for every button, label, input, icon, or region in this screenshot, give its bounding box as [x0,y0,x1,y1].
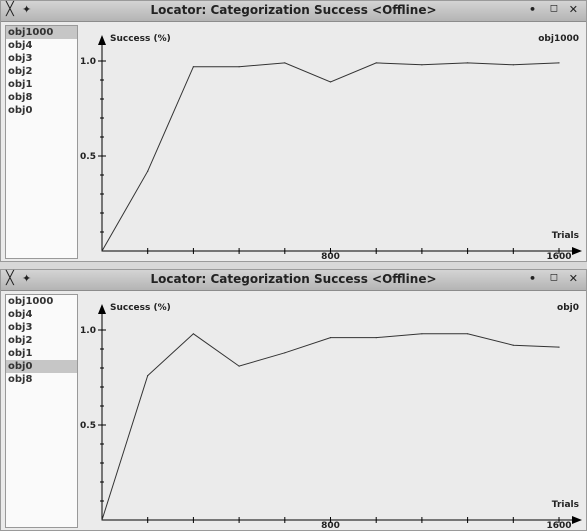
data-point [147,170,149,172]
close-icon[interactable]: ✕ [568,272,578,285]
list-item[interactable]: obj1000 [8,296,54,307]
data-point [192,333,194,335]
window-titlebar[interactable]: ╳ ✦ Locator: Categorization Success <Off… [1,1,586,22]
window-title: Locator: Categorization Success <Offline… [150,3,437,17]
list-item[interactable]: obj1000 [6,26,77,39]
series-line [101,62,560,252]
series-line [101,333,560,521]
series-label: obj0 [557,303,579,313]
y-tick-label: 0.5 [80,152,96,162]
list-item[interactable]: obj2 [8,335,33,346]
x-tick-label: 1600 [546,521,571,530]
list-item[interactable]: obj1 [8,348,33,359]
x-axis-arrow-icon [572,516,582,524]
window-bottom: ╳ ✦ Locator: Categorization Success <Off… [0,269,587,531]
y-tick-label: 1.0 [80,57,96,67]
data-point [375,337,377,339]
x-axis-label: Trials [552,231,579,241]
data-point [512,344,514,346]
data-point [147,375,149,377]
list-item[interactable]: obj8 [8,374,33,385]
window-top: ╳ ✦ Locator: Categorization Success <Off… [0,0,587,262]
window-titlebar[interactable]: ╳ ✦ Locator: Categorization Success <Off… [1,270,586,291]
y-axis-arrow-icon [98,304,106,314]
data-point [467,333,469,335]
x-tick-label: 1600 [546,252,571,261]
y-axis-label: Success (%) [110,34,171,44]
x-axis-label: Trials [552,500,579,510]
maximize-icon[interactable]: ◻ [549,3,558,14]
x-tick-label: 800 [321,521,340,530]
list-item[interactable]: obj0 [6,360,77,373]
minimize-icon[interactable]: • [528,3,536,16]
data-point [467,62,469,64]
success-chart: 1.0 0.5 800 1600 Success (%) Trials obj1000 [80,34,582,261]
maximize-icon[interactable]: ◻ [549,272,558,283]
data-point [375,62,377,64]
close-x-icon[interactable]: ╳ [6,271,14,286]
list-item[interactable]: obj1 [8,79,33,90]
close-x-icon[interactable]: ╳ [6,2,14,17]
data-point [284,62,286,64]
series-label: obj1000 [538,34,579,44]
data-point [512,64,514,66]
data-point [329,337,332,339]
window-title: Locator: Categorization Success <Offline… [150,272,437,286]
x-axis-arrow-icon [572,247,582,255]
minimize-icon[interactable]: • [528,272,536,285]
data-point [101,250,103,252]
data-point [101,519,103,521]
list-item[interactable]: obj4 [8,309,33,320]
list-item[interactable]: obj4 [8,40,33,51]
pin-icon[interactable]: ✦ [22,3,32,16]
list-item[interactable]: obj3 [8,322,33,333]
x-tick-label: 800 [321,252,340,261]
data-point [329,81,332,83]
data-point [238,365,240,367]
object-list[interactable]: obj1000 obj4 obj3 obj2 obj1 obj0 obj8 [5,294,78,528]
y-tick-label: 0.5 [80,421,96,431]
data-point [421,64,423,66]
data-point [192,66,194,68]
list-item[interactable]: obj3 [8,53,33,64]
y-axis-arrow-icon [98,35,106,45]
list-item[interactable]: obj2 [8,66,33,77]
close-icon[interactable]: ✕ [568,3,578,16]
data-point [558,62,560,64]
success-chart: 1.0 0.5 800 1600 Success (%) Trials obj0 [80,303,582,530]
object-list[interactable]: obj1000 obj4 obj3 obj2 obj1 obj8 obj0 [5,25,78,259]
list-item[interactable]: obj0 [8,105,33,116]
data-point [558,346,560,348]
data-point [421,333,423,335]
list-item[interactable]: obj8 [8,92,33,103]
pin-icon[interactable]: ✦ [22,272,32,285]
data-point [238,66,240,68]
y-tick-label: 1.0 [80,326,96,336]
data-point [284,352,286,354]
y-axis-label: Success (%) [110,303,171,313]
